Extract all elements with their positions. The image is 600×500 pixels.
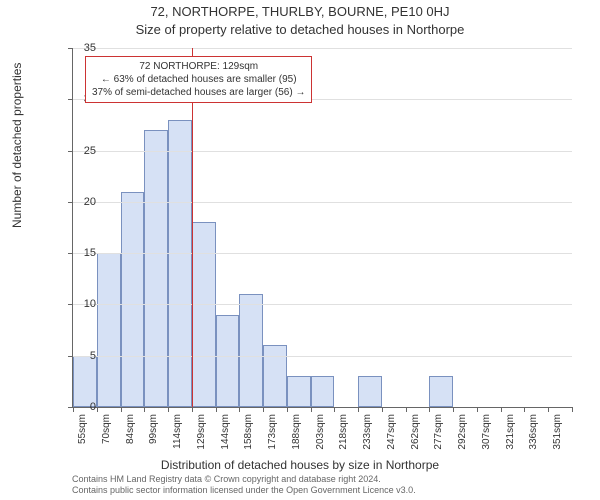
histogram-bar [168,120,192,407]
histogram-bar [429,376,453,407]
x-tick-mark [121,407,122,412]
histogram-bar [263,345,287,407]
y-tick-label: 25 [66,145,96,157]
x-tick-mark [501,407,502,412]
histogram-bar [311,376,335,407]
grid-line [73,202,572,203]
x-tick-label: 188sqm [291,414,302,464]
x-tick-label: 203sqm [315,414,326,464]
grid-line [73,151,572,152]
x-tick-mark [97,407,98,412]
grid-line [73,253,572,254]
x-tick-label: 70sqm [101,414,112,464]
histogram-bar [216,315,240,407]
y-tick-label: 35 [66,42,96,54]
y-tick-label: 5 [66,350,96,362]
x-tick-mark [311,407,312,412]
chart-container: 72, NORTHORPE, THURLBY, BOURNE, PE10 0HJ… [0,0,600,500]
annotation-line: ← 63% of detached houses are smaller (95… [92,73,305,86]
chart-title-line1: 72, NORTHORPE, THURLBY, BOURNE, PE10 0HJ [0,4,600,19]
y-tick-label: 20 [66,196,96,208]
x-tick-mark [572,407,573,412]
x-tick-mark [287,407,288,412]
x-tick-label: 321sqm [505,414,516,464]
x-tick-label: 173sqm [267,414,278,464]
grid-line [73,304,572,305]
histogram-bar [73,356,97,407]
credit-line2: Contains public sector information licen… [72,485,572,496]
histogram-bar [121,192,145,407]
x-tick-label: 55sqm [77,414,88,464]
x-tick-label: 158sqm [243,414,254,464]
x-tick-label: 292sqm [457,414,468,464]
x-tick-label: 262sqm [410,414,421,464]
x-tick-mark [548,407,549,412]
credit-line1: Contains HM Land Registry data © Crown c… [72,474,572,485]
x-tick-mark [144,407,145,412]
x-tick-mark [429,407,430,412]
chart-title-line2: Size of property relative to detached ho… [0,22,600,37]
x-tick-label: 336sqm [528,414,539,464]
x-tick-mark [192,407,193,412]
x-tick-label: 218sqm [338,414,349,464]
y-tick-label: 10 [66,298,96,310]
histogram-bar [239,294,263,407]
x-tick-mark [239,407,240,412]
histogram-bar [192,222,216,407]
x-tick-mark [216,407,217,412]
annotation-box: 72 NORTHORPE: 129sqm← 63% of detached ho… [85,56,312,103]
annotation-line: 72 NORTHORPE: 129sqm [92,60,305,73]
x-tick-label: 84sqm [125,414,136,464]
x-tick-label: 129sqm [196,414,207,464]
x-tick-mark [358,407,359,412]
x-tick-mark [453,407,454,412]
x-tick-label: 144sqm [220,414,231,464]
x-tick-mark [382,407,383,412]
x-tick-label: 351sqm [552,414,563,464]
x-tick-mark [524,407,525,412]
x-tick-mark [477,407,478,412]
annotation-line: 37% of semi-detached houses are larger (… [92,86,305,99]
histogram-bar [358,376,382,407]
x-tick-label: 247sqm [386,414,397,464]
credit-text: Contains HM Land Registry data © Crown c… [72,474,572,496]
x-tick-label: 114sqm [172,414,183,464]
x-tick-mark [334,407,335,412]
x-tick-label: 99sqm [148,414,159,464]
x-tick-label: 277sqm [433,414,444,464]
x-tick-mark [263,407,264,412]
histogram-bar [287,376,311,407]
x-tick-mark [406,407,407,412]
y-axis-label: Number of detached properties [10,63,24,228]
grid-line [73,356,572,357]
x-tick-label: 233sqm [362,414,373,464]
histogram-bar [97,253,121,407]
y-tick-label: 15 [66,247,96,259]
x-tick-label: 307sqm [481,414,492,464]
x-tick-mark [168,407,169,412]
y-tick-label: 0 [66,401,96,413]
histogram-bar [144,130,168,407]
grid-line [73,48,572,49]
